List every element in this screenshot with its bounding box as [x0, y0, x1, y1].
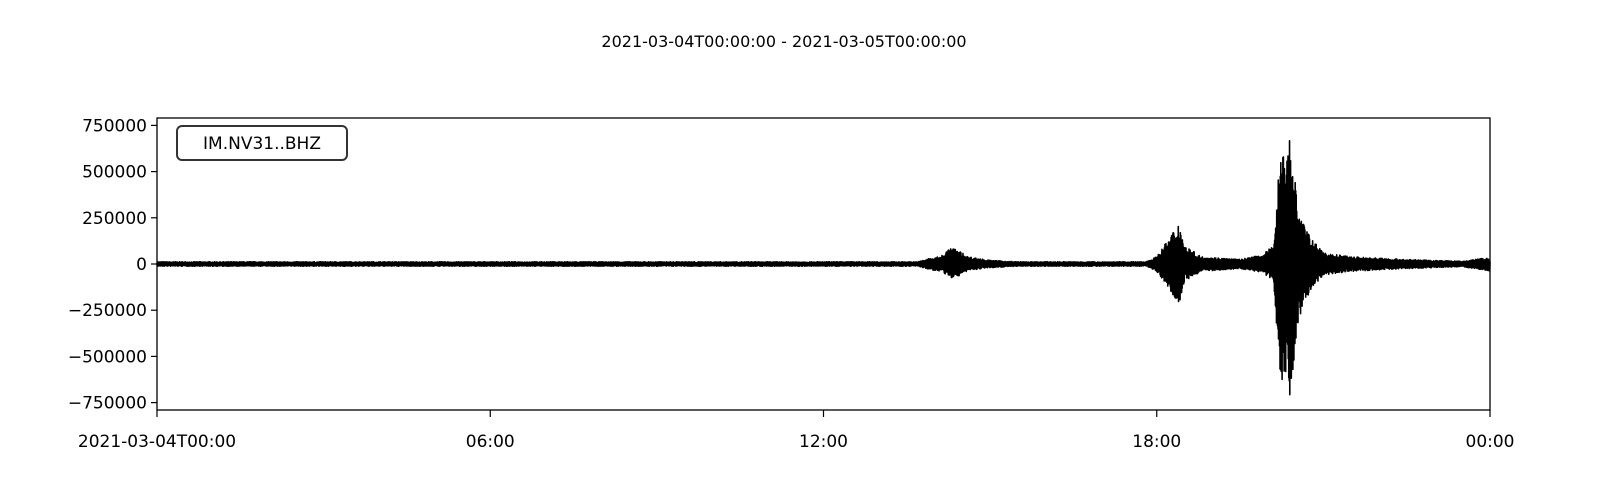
x-tick-label: 00:00: [1466, 432, 1515, 452]
legend-label: IM.NV31..BHZ: [203, 134, 321, 154]
y-tick-label: 250000: [82, 209, 147, 229]
waveform-plot-area: [156, 140, 1491, 396]
waveform-trace: [156, 140, 1491, 396]
x-axis: 2021-03-04T00:00 06:00 12:00 18:00 00:00: [78, 410, 1515, 452]
chart-title: 2021-03-04T00:00:00 - 2021-03-05T00:00:0…: [601, 32, 966, 51]
x-tick-label: 18:00: [1132, 432, 1181, 452]
y-tick-label: −750000: [68, 394, 147, 414]
y-tick-label: 500000: [82, 163, 147, 183]
y-axis: 750000 500000 250000 0 −250000 −500000 −750000: [68, 116, 157, 414]
x-tick-label: 12:00: [799, 432, 848, 452]
y-tick-label: 750000: [82, 116, 147, 136]
y-tick-label: −500000: [68, 347, 147, 367]
x-tick-label: 2021-03-04T00:00: [78, 432, 236, 452]
legend-frame: [176, 125, 348, 161]
legend-box: IM.NV31..BHZ: [176, 125, 348, 161]
y-tick-label: 0: [136, 255, 147, 275]
x-tick-label: 06:00: [466, 432, 515, 452]
y-tick-label: −250000: [68, 301, 147, 321]
